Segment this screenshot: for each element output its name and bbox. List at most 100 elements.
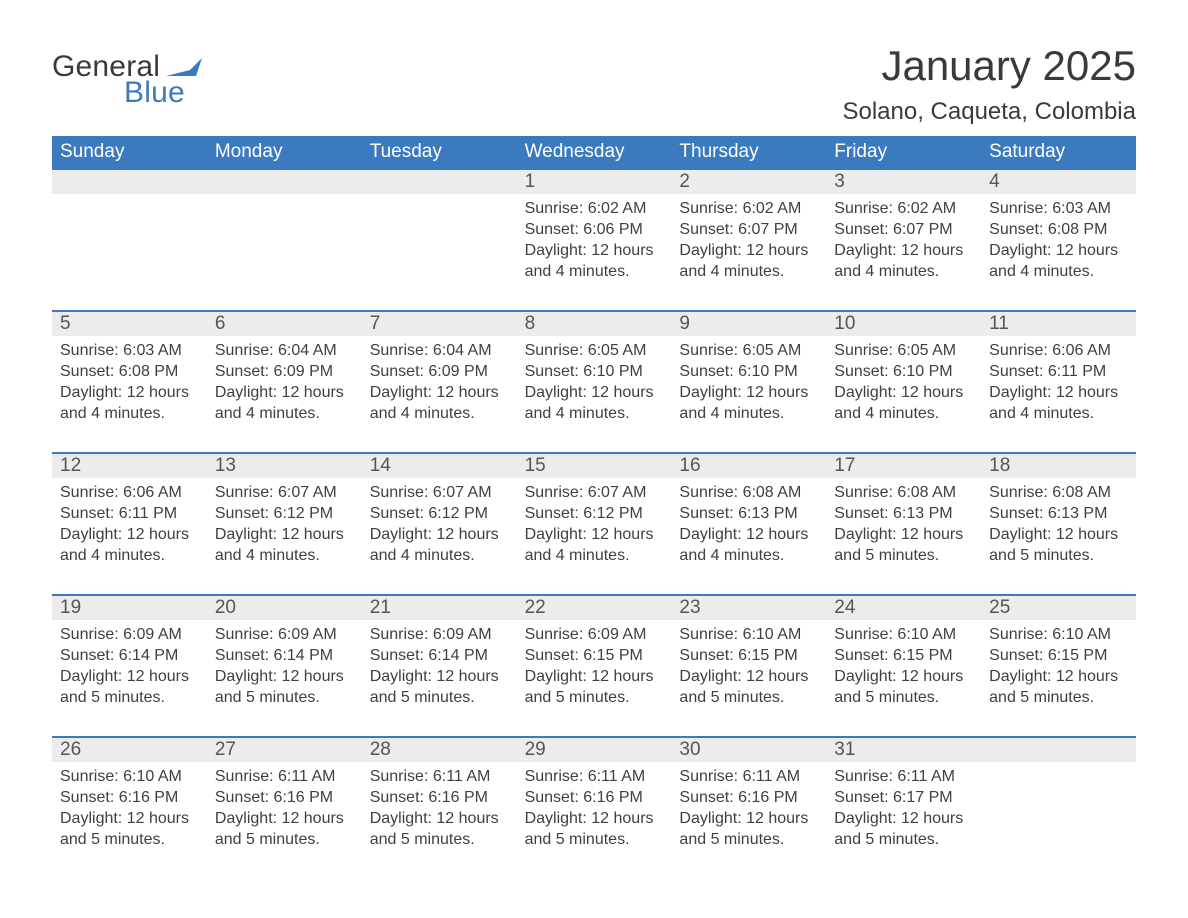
day-number: 17 [826,454,981,478]
day-number: 12 [52,454,207,478]
weekday-header-cell: Friday [826,136,981,168]
day-number: 27 [207,738,362,762]
sunset-text: Sunset: 6:16 PM [679,787,818,808]
day-cell: Sunrise: 6:10 AMSunset: 6:15 PMDaylight:… [981,620,1136,708]
sunset-text: Sunset: 6:16 PM [370,787,509,808]
weekday-header-cell: Sunday [52,136,207,168]
sunset-text: Sunset: 6:13 PM [834,503,973,524]
day-cell: Sunrise: 6:07 AMSunset: 6:12 PMDaylight:… [517,478,672,566]
sunrise-text: Sunrise: 6:10 AM [989,624,1128,645]
day-number: 20 [207,596,362,620]
daylight-text: Daylight: 12 hours and 4 minutes. [834,382,973,424]
day-cell: Sunrise: 6:05 AMSunset: 6:10 PMDaylight:… [826,336,981,424]
daylight-text: Daylight: 12 hours and 5 minutes. [60,808,199,850]
daylight-text: Daylight: 12 hours and 4 minutes. [525,524,664,566]
day-cell: Sunrise: 6:11 AMSunset: 6:17 PMDaylight:… [826,762,981,850]
day-number-row: 567891011 [52,312,1136,336]
daylight-text: Daylight: 12 hours and 5 minutes. [525,808,664,850]
day-cell: Sunrise: 6:07 AMSunset: 6:12 PMDaylight:… [362,478,517,566]
day-number: 10 [826,312,981,336]
sunrise-text: Sunrise: 6:10 AM [679,624,818,645]
sunrise-text: Sunrise: 6:04 AM [370,340,509,361]
sunset-text: Sunset: 6:10 PM [679,361,818,382]
location-subtitle: Solano, Caqueta, Colombia [842,98,1136,126]
day-cell: Sunrise: 6:09 AMSunset: 6:14 PMDaylight:… [52,620,207,708]
day-number-row: 262728293031 [52,738,1136,762]
day-cell: Sunrise: 6:06 AMSunset: 6:11 PMDaylight:… [52,478,207,566]
day-number: 14 [362,454,517,478]
day-number-row: 1234 [52,170,1136,194]
sunset-text: Sunset: 6:09 PM [370,361,509,382]
week-row: 567891011Sunrise: 6:03 AMSunset: 6:08 PM… [52,310,1136,452]
weekday-header-cell: Monday [207,136,362,168]
day-cell: Sunrise: 6:09 AMSunset: 6:14 PMDaylight:… [207,620,362,708]
day-cell: Sunrise: 6:05 AMSunset: 6:10 PMDaylight:… [517,336,672,424]
sunrise-text: Sunrise: 6:11 AM [525,766,664,787]
sunrise-text: Sunrise: 6:05 AM [834,340,973,361]
day-number [981,738,1136,762]
day-number: 15 [517,454,672,478]
daylight-text: Daylight: 12 hours and 5 minutes. [834,666,973,708]
day-cell: Sunrise: 6:02 AMSunset: 6:06 PMDaylight:… [517,194,672,282]
sunset-text: Sunset: 6:12 PM [370,503,509,524]
day-cell: Sunrise: 6:09 AMSunset: 6:15 PMDaylight:… [517,620,672,708]
daylight-text: Daylight: 12 hours and 5 minutes. [370,666,509,708]
daylight-text: Daylight: 12 hours and 4 minutes. [989,382,1128,424]
daylight-text: Daylight: 12 hours and 4 minutes. [525,240,664,282]
sunset-text: Sunset: 6:14 PM [60,645,199,666]
sunset-text: Sunset: 6:12 PM [215,503,354,524]
week-row: 1234Sunrise: 6:02 AMSunset: 6:06 PMDayli… [52,168,1136,310]
daylight-text: Daylight: 12 hours and 5 minutes. [834,808,973,850]
week-row: 19202122232425Sunrise: 6:09 AMSunset: 6:… [52,594,1136,736]
daylight-text: Daylight: 12 hours and 5 minutes. [215,666,354,708]
day-number: 11 [981,312,1136,336]
day-number: 23 [671,596,826,620]
sunset-text: Sunset: 6:13 PM [989,503,1128,524]
daylight-text: Daylight: 12 hours and 4 minutes. [370,524,509,566]
sunset-text: Sunset: 6:11 PM [60,503,199,524]
sunset-text: Sunset: 6:15 PM [679,645,818,666]
sunrise-text: Sunrise: 6:07 AM [215,482,354,503]
day-number: 28 [362,738,517,762]
daylight-text: Daylight: 12 hours and 5 minutes. [989,524,1128,566]
day-cell [207,194,362,282]
daylight-text: Daylight: 12 hours and 4 minutes. [679,382,818,424]
sunrise-text: Sunrise: 6:05 AM [679,340,818,361]
month-title: January 2025 [842,42,1136,90]
sunset-text: Sunset: 6:11 PM [989,361,1128,382]
sunrise-text: Sunrise: 6:10 AM [834,624,973,645]
day-number: 21 [362,596,517,620]
daylight-text: Daylight: 12 hours and 4 minutes. [834,240,973,282]
day-cell: Sunrise: 6:08 AMSunset: 6:13 PMDaylight:… [981,478,1136,566]
calendar-page: General Blue January 2025 Solano, Caquet… [0,0,1188,918]
weeks-grid: 1234Sunrise: 6:02 AMSunset: 6:06 PMDayli… [52,168,1136,878]
sunset-text: Sunset: 6:17 PM [834,787,973,808]
day-number: 31 [826,738,981,762]
daylight-text: Daylight: 12 hours and 5 minutes. [679,808,818,850]
day-number: 13 [207,454,362,478]
sunrise-text: Sunrise: 6:09 AM [370,624,509,645]
flag-icon [166,58,202,76]
day-cell: Sunrise: 6:04 AMSunset: 6:09 PMDaylight:… [207,336,362,424]
day-number-row: 12131415161718 [52,454,1136,478]
sunset-text: Sunset: 6:07 PM [679,219,818,240]
daylight-text: Daylight: 12 hours and 4 minutes. [679,524,818,566]
sunset-text: Sunset: 6:16 PM [215,787,354,808]
day-cell: Sunrise: 6:03 AMSunset: 6:08 PMDaylight:… [52,336,207,424]
sunrise-text: Sunrise: 6:11 AM [215,766,354,787]
day-number [52,170,207,194]
sunrise-text: Sunrise: 6:09 AM [215,624,354,645]
sunset-text: Sunset: 6:06 PM [525,219,664,240]
sunset-text: Sunset: 6:15 PM [525,645,664,666]
calendar: SundayMondayTuesdayWednesdayThursdayFrid… [52,136,1136,878]
sunrise-text: Sunrise: 6:11 AM [679,766,818,787]
day-cell: Sunrise: 6:02 AMSunset: 6:07 PMDaylight:… [826,194,981,282]
day-cell: Sunrise: 6:03 AMSunset: 6:08 PMDaylight:… [981,194,1136,282]
sunrise-text: Sunrise: 6:04 AM [215,340,354,361]
daylight-text: Daylight: 12 hours and 5 minutes. [679,666,818,708]
day-cell: Sunrise: 6:11 AMSunset: 6:16 PMDaylight:… [207,762,362,850]
sunset-text: Sunset: 6:16 PM [60,787,199,808]
day-number: 1 [517,170,672,194]
weekday-header-row: SundayMondayTuesdayWednesdayThursdayFrid… [52,136,1136,168]
sunrise-text: Sunrise: 6:08 AM [834,482,973,503]
